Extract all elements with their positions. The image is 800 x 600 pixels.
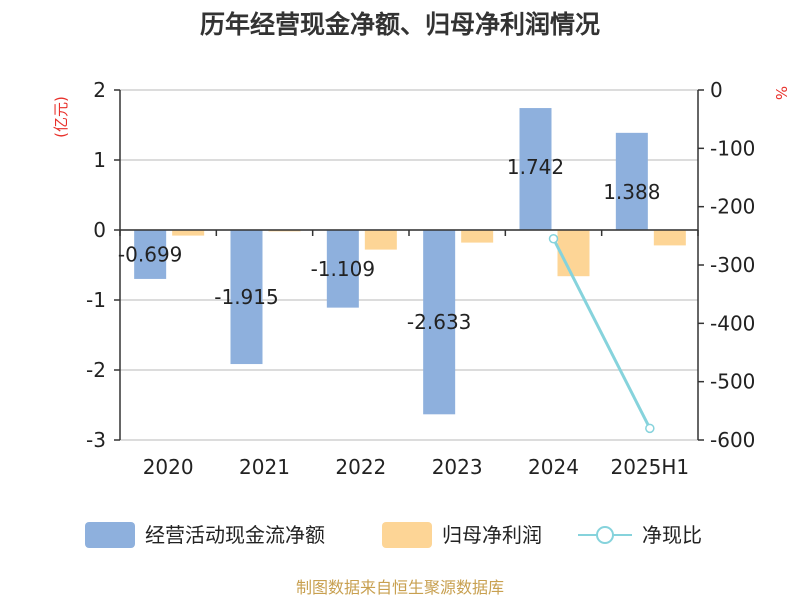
net-cash-ratio-point (645, 423, 655, 434)
cash-flow-bar (230, 230, 263, 365)
x-tick-label: 2024 (528, 455, 579, 479)
data-label: 1.388 (603, 180, 660, 204)
data-label: -1.109 (311, 257, 375, 281)
y-right-tick-label: -500 (710, 370, 755, 394)
net-profit-bar (364, 230, 397, 250)
legend-swatch-net-profit (382, 522, 432, 548)
y-right-tick-label: -400 (710, 311, 755, 335)
legend-marker-net-cash-ratio (596, 526, 614, 544)
gridlines (120, 89, 698, 441)
y-axis-left-label: (亿元) (52, 96, 70, 138)
y-left-tick-label: -2 (86, 358, 106, 382)
y-left-tick-label: -1 (86, 288, 106, 312)
y-right-tick-label: -600 (710, 428, 755, 452)
net-profit-bar (461, 230, 494, 243)
legend-label-net-profit: 归母净利润 (442, 523, 542, 547)
legend-swatch-cash-flow (85, 522, 135, 548)
bars (134, 108, 686, 415)
y-right-tick-label: -300 (710, 253, 755, 277)
x-tick-label: 2025H1 (610, 455, 689, 479)
net-cash-ratio-path (552, 238, 652, 430)
y-axis-right-label: % (772, 86, 790, 100)
y-right-tick-label: -200 (710, 195, 755, 219)
cash-flow-bar (423, 230, 456, 415)
axes: 2 1 0 -1 -2 -3 0 -100 -200 -300 -400 -500 -600 2020 20… (86, 78, 755, 479)
net-profit-bar (557, 230, 590, 277)
data-label: -0.699 (118, 242, 182, 266)
y-right-tick-label: -100 (710, 136, 755, 160)
cash-flow-bar (519, 108, 552, 230)
y-left-tick-label: -3 (86, 428, 106, 452)
y-left-tick-label: 0 (93, 218, 106, 242)
x-tick-label: 2023 (432, 455, 483, 479)
source-note: 制图数据来自恒生聚源数据库 (296, 578, 504, 597)
cash-flow-bar (134, 230, 167, 279)
chart-title: 历年经营现金净额、归母净利润情况 (200, 10, 600, 39)
legend-label-net-cash-ratio: 净现比 (642, 523, 702, 547)
y-left-tick-label: 2 (93, 78, 106, 102)
data-label: -1.915 (214, 285, 278, 309)
x-tick-label: 2021 (239, 455, 290, 479)
net-cash-ratio-line (548, 234, 655, 434)
data-label: -2.633 (407, 310, 471, 334)
data-label: 1.742 (507, 155, 564, 179)
cash-flow-bar (615, 132, 648, 230)
data-labels: -0.699 -1.915 -1.109 -2.633 1.742 1.388 (118, 155, 661, 334)
net-profit-bar (172, 230, 205, 236)
legend-label-cash-flow: 经营活动现金流净额 (145, 523, 325, 547)
y-left-tick-label: 1 (93, 148, 106, 172)
cash-flow-bar (326, 230, 359, 308)
net-cash-ratio-point (548, 234, 559, 244)
legend: 经营活动现金流净额 归母净利润 净现比 (85, 522, 702, 548)
y-right-tick-label: 0 (710, 78, 723, 102)
x-tick-label: 2020 (143, 455, 194, 479)
x-tick-label: 2022 (335, 455, 386, 479)
net-profit-bar (653, 230, 686, 246)
